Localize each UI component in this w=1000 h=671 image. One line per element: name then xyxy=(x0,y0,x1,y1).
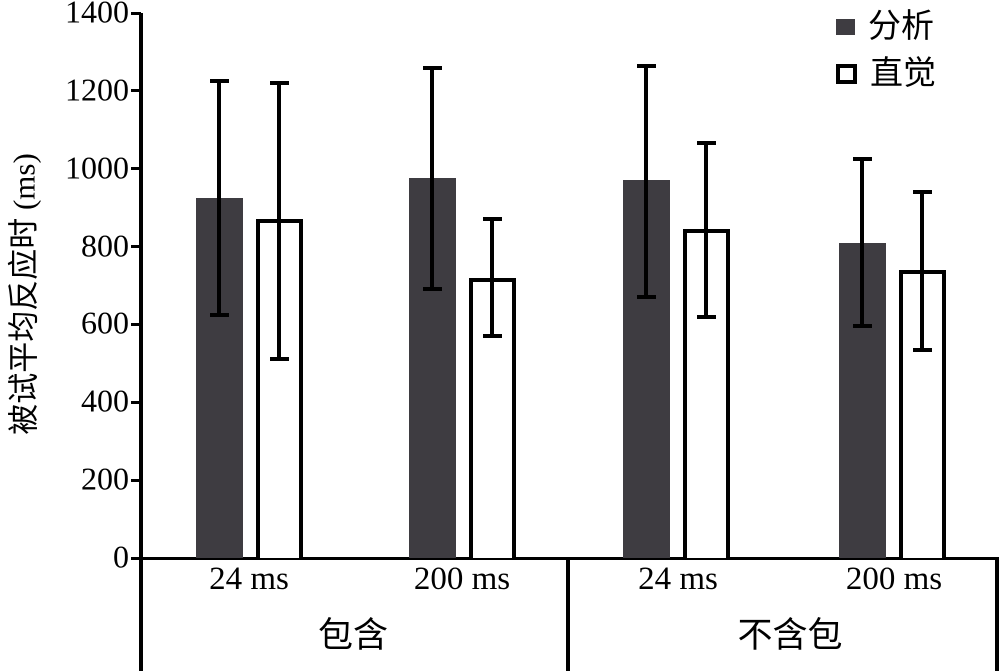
error-bar-cap xyxy=(422,287,442,292)
legend-swatch-outline-icon xyxy=(836,64,857,84)
legend-item-intuition: 直觉 xyxy=(836,53,936,95)
error-bar-intuition xyxy=(704,143,708,317)
error-bar-cap xyxy=(696,141,716,146)
error-bar-cap xyxy=(269,81,289,86)
error-bar-analysis xyxy=(644,65,648,298)
legend: 分析 直觉 xyxy=(836,6,936,95)
y-axis-tick xyxy=(131,167,141,171)
y-axis-tick-label: 600 xyxy=(81,305,129,342)
group-label-contains: 包含 xyxy=(317,616,389,655)
error-bar-intuition xyxy=(277,83,281,360)
error-bar-cap xyxy=(636,63,656,68)
axis-right-border-line xyxy=(995,558,999,671)
x-tick-label-g1-24ms: 24 ms xyxy=(209,561,289,597)
x-axis-line xyxy=(131,557,999,560)
x-tick-label-g1-200ms: 200 ms xyxy=(413,561,511,597)
error-bar-cap xyxy=(209,79,229,84)
error-bar-cap xyxy=(912,347,932,352)
y-axis-tick xyxy=(131,556,141,560)
error-bar-cap xyxy=(852,324,872,329)
legend-label-intuition: 直觉 xyxy=(870,55,936,92)
error-bar-cap xyxy=(912,190,932,195)
error-bar-cap xyxy=(422,65,442,70)
legend-item-analysis: 分析 xyxy=(836,6,936,48)
y-axis-tick-label: 400 xyxy=(81,383,129,420)
y-axis-tick xyxy=(131,478,141,482)
y-axis-tick-label: 1000 xyxy=(65,149,129,186)
y-axis-title: 被试平均反应时 (ms) xyxy=(6,153,42,435)
legend-label-analysis: 分析 xyxy=(868,8,934,45)
error-bar-intuition xyxy=(920,192,924,350)
error-bar-intuition xyxy=(490,219,494,337)
x-tick-label-g2-200ms: 200 ms xyxy=(845,561,943,597)
error-bar-cap xyxy=(636,295,656,300)
error-bar-analysis xyxy=(217,81,221,315)
group-divider-line xyxy=(566,558,570,671)
y-axis-tick-label: 1200 xyxy=(65,71,129,108)
error-bar-cap xyxy=(852,156,872,161)
error-bar-cap xyxy=(209,312,229,317)
error-bar-analysis xyxy=(430,67,434,290)
y-axis-tick-label: 800 xyxy=(81,227,129,264)
y-axis-tick-label: 1400 xyxy=(65,0,129,30)
x-tick-label-g2-24ms: 24 ms xyxy=(638,561,718,597)
group-label-not-contains: 不含包 xyxy=(737,616,843,655)
legend-swatch-filled-icon xyxy=(836,19,855,35)
error-bar-cap xyxy=(269,357,289,362)
y-axis-tick xyxy=(131,245,141,249)
error-bar-cap xyxy=(696,314,716,319)
y-axis-tick xyxy=(131,400,141,404)
y-axis-tick-label: 0 xyxy=(113,538,129,575)
error-bar-cap xyxy=(482,334,502,339)
y-axis-tick xyxy=(131,322,141,326)
y-axis-tick xyxy=(131,11,141,15)
error-bar-cap xyxy=(482,217,502,222)
y-axis-tick xyxy=(131,89,141,93)
y-axis-tick-label: 200 xyxy=(81,460,129,497)
plot-area xyxy=(142,13,998,558)
error-bar-analysis xyxy=(860,158,864,327)
y-axis-line xyxy=(139,13,143,671)
